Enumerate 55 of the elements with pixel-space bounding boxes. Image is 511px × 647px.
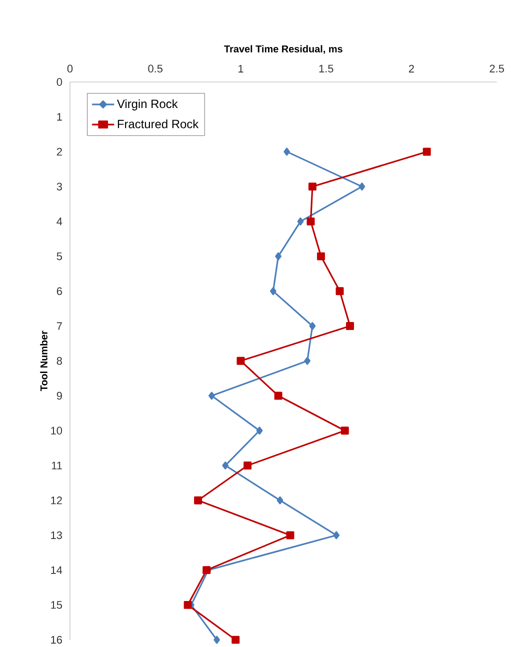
y-tick-label: 11 — [52, 462, 62, 470]
point — [284, 148, 290, 156]
y-tick-label: 9 — [56, 392, 62, 400]
point — [308, 182, 316, 191]
x-tick-label: 0.5 — [148, 64, 163, 72]
point — [236, 356, 245, 365]
x-tick-label: 1 — [238, 64, 244, 72]
y-tick-label: 15 — [51, 601, 62, 609]
y-tick-label: 3 — [56, 182, 62, 190]
point — [194, 496, 202, 504]
y-tick-label: 12 — [51, 496, 62, 504]
point — [297, 217, 304, 226]
point — [333, 531, 340, 540]
y-tick-label: 6 — [57, 287, 62, 296]
y-tick-label: 8 — [56, 357, 62, 365]
y-tick-label: 16 — [51, 636, 62, 644]
y-tick-label: 4 — [56, 218, 62, 226]
y-tick-label: 10 — [51, 426, 62, 434]
y-tick-label: 0 — [56, 78, 62, 86]
point — [336, 287, 344, 296]
point — [222, 461, 229, 470]
point — [276, 496, 284, 504]
y-axis-title: Tool Number — [40, 330, 48, 392]
y-tick-label: 1 — [57, 113, 62, 121]
point — [244, 461, 252, 470]
x-tick-label: 1.5 — [319, 64, 334, 72]
point — [286, 531, 294, 540]
point — [208, 392, 215, 400]
point — [256, 426, 263, 435]
point — [358, 182, 366, 191]
point — [184, 600, 192, 609]
legend-label: Fractured Rock — [118, 119, 199, 128]
point — [422, 148, 431, 156]
y-tick-label: 7 — [57, 322, 62, 330]
point — [340, 426, 349, 435]
y-tick-label: 14 — [51, 566, 62, 574]
point — [274, 392, 282, 400]
point — [275, 252, 282, 260]
x-tick-label: 2 — [409, 64, 414, 72]
point — [232, 636, 240, 644]
y-tick-label: 5 — [56, 252, 62, 260]
x-tick-label: 2.5 — [490, 64, 504, 72]
point — [309, 322, 316, 330]
point — [202, 566, 211, 574]
x-tick-label: 0 — [67, 64, 73, 72]
point — [317, 252, 326, 260]
point — [304, 356, 311, 365]
point — [270, 287, 276, 296]
y-tick-label: 2 — [56, 148, 62, 156]
point — [306, 217, 315, 226]
legend-label: Virgin Rock — [117, 99, 178, 110]
x-axis-title: Travel Time Residual, ms — [224, 45, 342, 54]
y-tick-label: 13 — [51, 531, 62, 540]
point — [214, 636, 220, 644]
point — [346, 322, 354, 330]
